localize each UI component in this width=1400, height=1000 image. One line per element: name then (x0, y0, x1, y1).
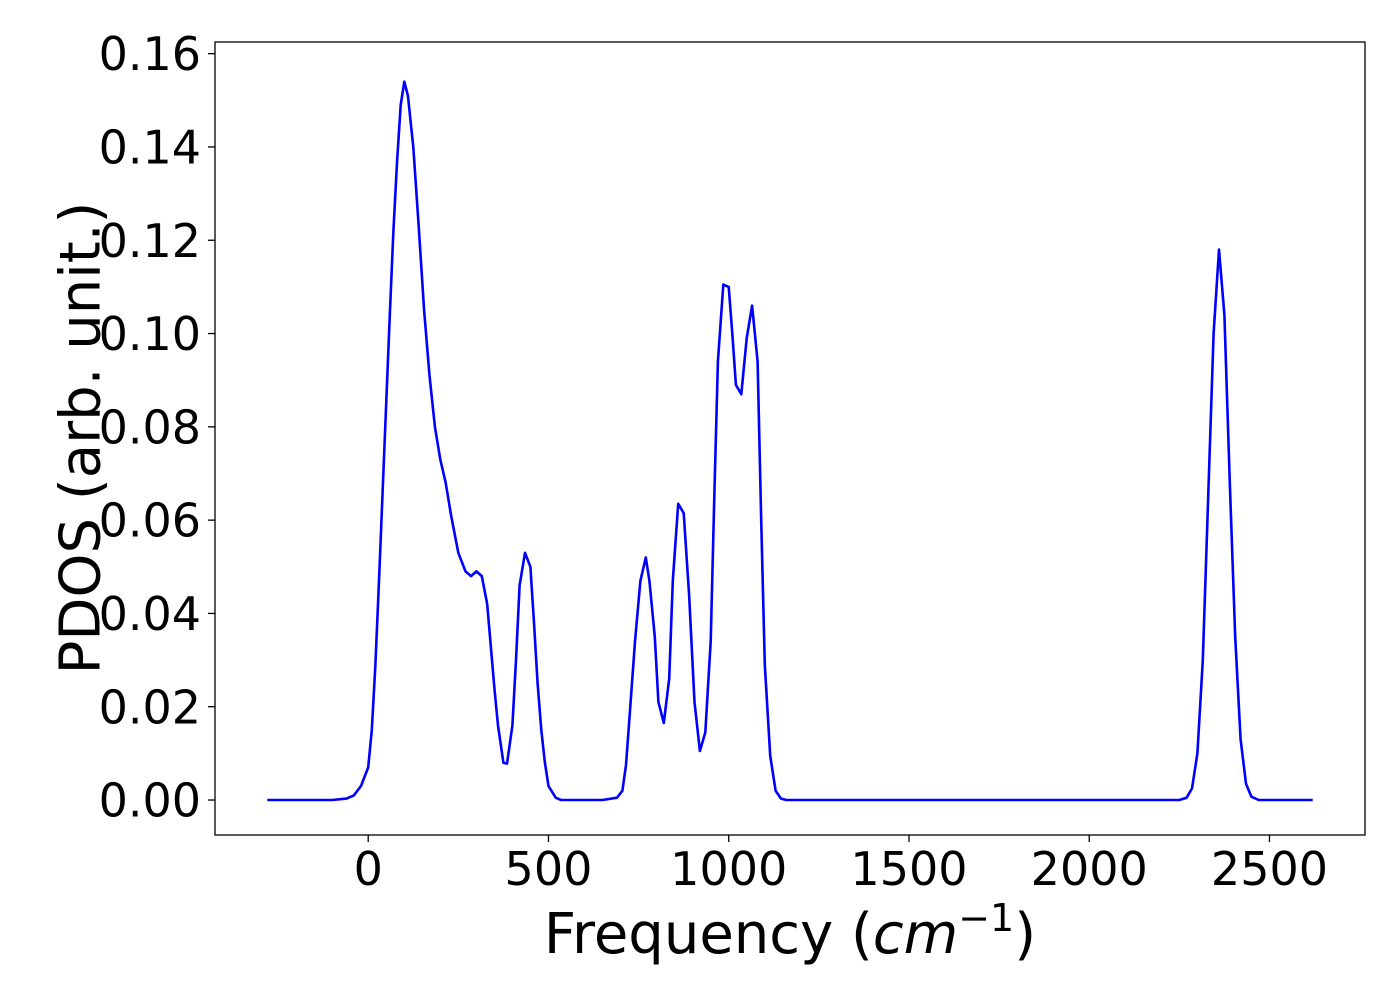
x-tick-label: 0 (354, 842, 383, 896)
y-tick-label: 0.12 (99, 214, 201, 268)
x-tick-label: 1000 (670, 842, 787, 896)
x-tick-label: 500 (505, 842, 593, 896)
plot-area (267, 80, 1313, 802)
y-tick-label: 0.00 (99, 774, 201, 828)
y-tick-label: 0.02 (99, 680, 201, 734)
x-tick-label: 2000 (1031, 842, 1148, 896)
y-tick-label: 0.04 (99, 587, 201, 641)
y-tick-label: 0.10 (99, 307, 201, 361)
pdos-series-line (267, 80, 1313, 802)
x-tick-label: 2500 (1211, 842, 1328, 896)
axes-ticks: 0 500 1000 1500 2000 2500 0.00 0.02 0.04 0.06 0.08… (99, 27, 1328, 896)
x-axis-label: Frequency (cm−1) (544, 896, 1036, 967)
x-axis-label-close: ) (1014, 902, 1036, 967)
y-axis-label: PDOS (arb. unit.) (49, 202, 114, 675)
axes-frame (214, 41, 1366, 836)
y-tick-label: 0.14 (99, 121, 201, 175)
x-axis-label-text: Frequency ( (544, 902, 873, 967)
y-tick-label: 0.06 (99, 494, 201, 548)
x-tick-label: 1500 (850, 842, 967, 896)
y-tick-label: 0.08 (99, 400, 201, 454)
x-axis-label-unit: cm (873, 902, 958, 967)
y-tick-label: 0.16 (99, 27, 201, 81)
x-axis-label-exponent: −1 (958, 896, 1014, 940)
